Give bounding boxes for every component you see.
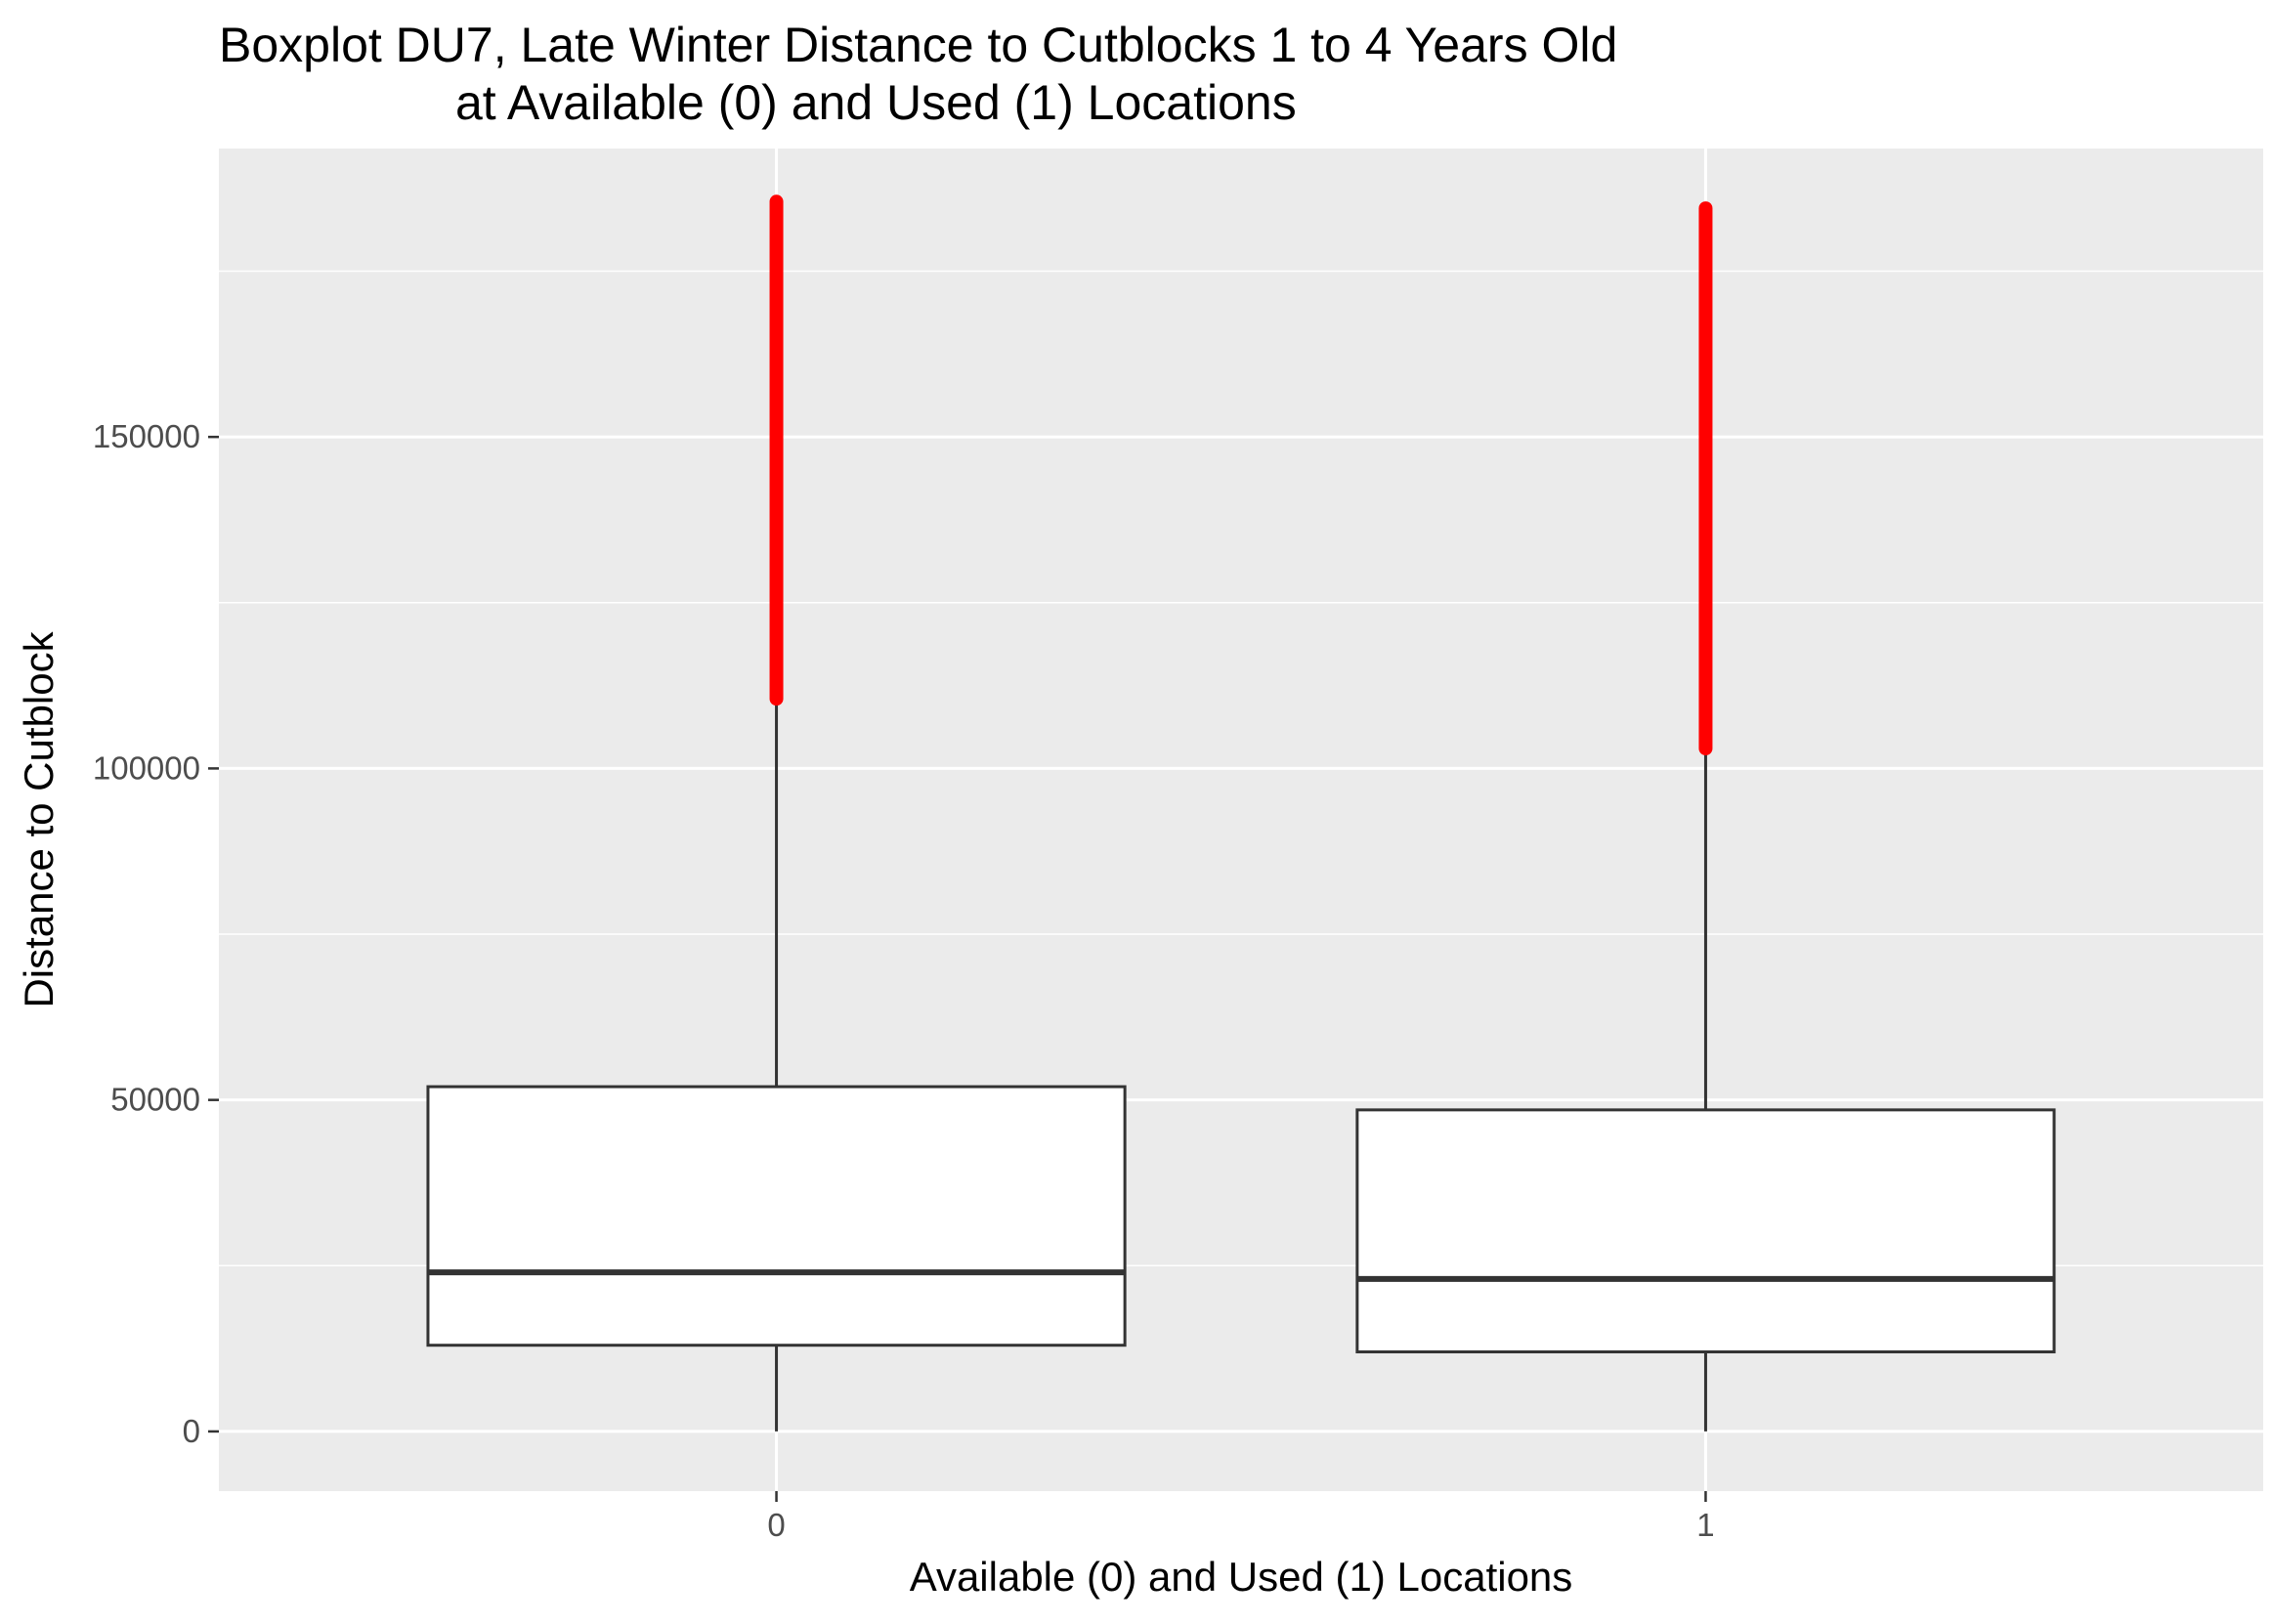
box-group <box>426 194 1127 1432</box>
y-tick-label: 100000 <box>93 749 200 786</box>
y-tick-label: 50000 <box>110 1082 200 1118</box>
box-group <box>1355 201 2056 1432</box>
y-tick-label: 150000 <box>93 418 200 454</box>
box-iqr <box>1355 1108 2056 1354</box>
x-tick-label: 0 <box>767 1507 785 1543</box>
chart-title: Boxplot DU7, Late Winter Distance to Cut… <box>219 18 1617 72</box>
boxes-layer <box>426 194 2056 1432</box>
x-axis-title: Available (0) and Used (1) Locations <box>910 1554 1573 1600</box>
y-axis-title: Distance to Cutblock <box>16 630 62 1007</box>
box-iqr <box>426 1085 1127 1347</box>
y-tick-label: 0 <box>183 1413 200 1449</box>
chart-subtitle: at Available (0) and Used (1) Locations <box>455 75 1297 130</box>
axis-ticks: 0 50000 100000 150000 0 1 <box>93 418 1715 1543</box>
x-tick-label: 1 <box>1696 1507 1714 1543</box>
